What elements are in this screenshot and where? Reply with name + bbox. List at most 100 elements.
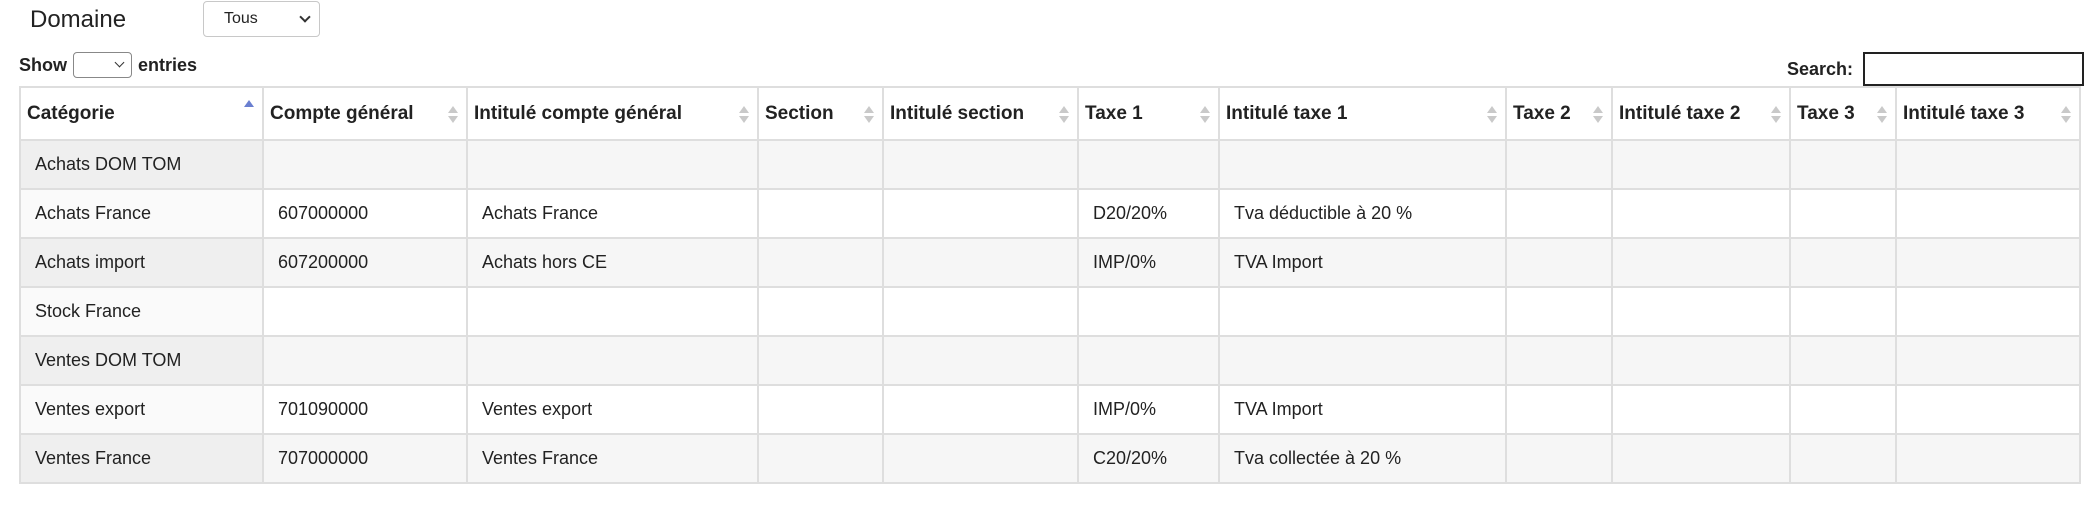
table-row[interactable]: Achats France 607000000 Achats France D20/2… (19, 188, 2081, 239)
table-cell (1218, 335, 1507, 386)
table-cell (466, 286, 759, 337)
table-cell (1611, 188, 1791, 239)
table-cell (757, 335, 884, 386)
sort-both-icon (864, 106, 874, 124)
table-cell (1611, 237, 1791, 288)
table-cell: Achats DOM TOM (19, 139, 264, 190)
table-cell: Stock France (19, 286, 264, 337)
column-header[interactable]: Intitulé taxe 3 (1895, 86, 2081, 141)
column-header[interactable]: Intitulé taxe 1 (1218, 86, 1507, 141)
domain-select-value: Tous (224, 10, 258, 27)
table-cell: D20/20% (1077, 188, 1220, 239)
table-cell (1789, 433, 1897, 484)
entries-select[interactable] (73, 52, 132, 78)
table-cell (1895, 286, 2081, 337)
column-header[interactable]: Catégorie (19, 86, 264, 141)
column-header[interactable]: Taxe 3 (1789, 86, 1897, 141)
table-cell: Achats import (19, 237, 264, 288)
table-cell (1895, 188, 2081, 239)
table-cell (757, 384, 884, 435)
table-cell (262, 286, 468, 337)
search-label: Search: (1786, 58, 1853, 79)
table-cell (757, 433, 884, 484)
sort-both-icon (739, 106, 749, 124)
table-row[interactable]: Ventes export 701090000 Ventes export IMP/0… (19, 384, 2081, 435)
table-cell (1077, 335, 1220, 386)
column-header-label: Taxe 2 (1513, 102, 1571, 124)
table-cell (1789, 237, 1897, 288)
sort-both-icon (1771, 106, 1781, 124)
domain-label: Domaine (30, 6, 127, 33)
table-cell: Achats France (19, 188, 264, 239)
column-header-label: Intitulé taxe 1 (1226, 102, 1348, 124)
table-cell (1611, 139, 1791, 190)
table-cell: Ventes export (466, 384, 759, 435)
table-cell (1789, 384, 1897, 435)
length-control: Show entries (19, 52, 197, 78)
table-cell (882, 139, 1079, 190)
column-header[interactable]: Intitulé section (882, 86, 1079, 141)
column-header[interactable]: Section (757, 86, 884, 141)
table-cell: IMP/0% (1077, 237, 1220, 288)
column-header-label: Intitulé compte général (474, 102, 682, 124)
length-suffix: entries (138, 54, 198, 75)
table-cell (1505, 139, 1613, 190)
table-cell (466, 139, 759, 190)
table-cell: Ventes DOM TOM (19, 335, 264, 386)
column-header-label: Taxe 3 (1797, 102, 1855, 124)
table-cell (1218, 139, 1507, 190)
table-cell (1789, 188, 1897, 239)
table-cell (1611, 286, 1791, 337)
table-cell: 707000000 (262, 433, 468, 484)
column-header-label: Taxe 1 (1085, 102, 1143, 124)
column-header[interactable]: Compte général (262, 86, 468, 141)
column-header[interactable]: Intitulé compte général (466, 86, 759, 141)
table-row[interactable]: Achats DOM TOM (19, 139, 2081, 190)
table-cell: Ventes France (466, 433, 759, 484)
table-cell (1077, 139, 1220, 190)
table-cell (1077, 286, 1220, 337)
table-cell (1789, 335, 1897, 386)
sort-both-icon (1200, 106, 1210, 124)
table-cell (1611, 384, 1791, 435)
sort-both-icon (2061, 106, 2071, 124)
table-row[interactable]: Ventes France 707000000 Ventes France C20/2… (19, 433, 2081, 484)
table-cell: TVA Import (1218, 237, 1507, 288)
table-cell (1505, 188, 1613, 239)
table-cell (1505, 286, 1613, 337)
column-header-label: Section (765, 102, 834, 124)
table-cell (882, 384, 1079, 435)
table-cell (1611, 433, 1791, 484)
column-header[interactable]: Taxe 1 (1077, 86, 1220, 141)
sort-both-icon (1059, 106, 1069, 124)
table-row[interactable]: Achats import 607200000 Achats hors CE IMP/… (19, 237, 2081, 288)
table-cell (882, 188, 1079, 239)
table-cell (882, 335, 1079, 386)
table-cell: Achats France (466, 188, 759, 239)
table-cell: TVA Import (1218, 384, 1507, 435)
search-control: Search: (1787, 52, 2084, 86)
table-cell (466, 335, 759, 386)
table-cell (882, 286, 1079, 337)
table-cell (1895, 433, 2081, 484)
column-header[interactable]: Intitulé taxe 2 (1611, 86, 1791, 141)
table-row[interactable]: Ventes DOM TOM (19, 335, 2081, 386)
domain-select[interactable]: Tous (203, 1, 320, 37)
chevron-down-icon (299, 11, 311, 23)
sort-both-icon (1877, 106, 1887, 124)
table-cell: 701090000 (262, 384, 468, 435)
table-cell (1895, 237, 2081, 288)
sort-both-icon (1487, 106, 1497, 124)
sort-both-icon (1593, 106, 1603, 124)
table-cell (1505, 237, 1613, 288)
table-cell (1505, 335, 1613, 386)
table-cell (882, 237, 1079, 288)
table-cell (262, 335, 468, 386)
column-header-label: Intitulé taxe 3 (1903, 102, 2025, 124)
table-cell (1895, 335, 2081, 386)
table-row[interactable]: Stock France (19, 286, 2081, 337)
column-header[interactable]: Taxe 2 (1505, 86, 1613, 141)
sort-both-icon (448, 106, 458, 124)
search-input[interactable] (1863, 52, 2084, 86)
table-cell: C20/20% (1077, 433, 1220, 484)
